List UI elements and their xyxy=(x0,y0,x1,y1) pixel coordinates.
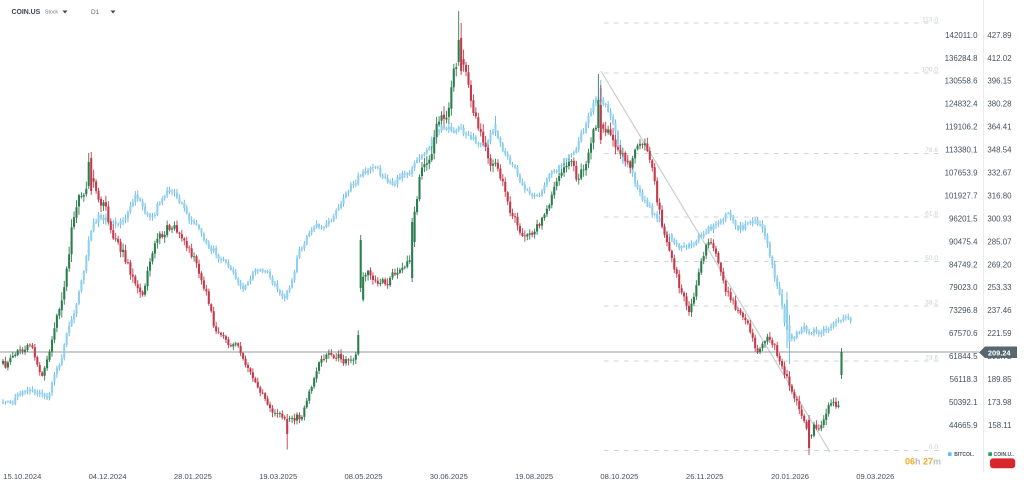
svg-text:316.80: 316.80 xyxy=(987,192,1012,201)
svg-text:78.6: 78.6 xyxy=(925,147,938,154)
svg-text:D1: D1 xyxy=(91,9,100,16)
svg-text:364.41: 364.41 xyxy=(987,123,1011,132)
svg-text:412.02: 412.02 xyxy=(987,54,1011,63)
svg-text:300.93: 300.93 xyxy=(987,214,1012,223)
svg-text:396.15: 396.15 xyxy=(987,77,1012,86)
svg-text:09.03.2026: 09.03.2026 xyxy=(856,472,894,481)
svg-text:189.85: 189.85 xyxy=(987,375,1012,384)
svg-text:119106.2: 119106.2 xyxy=(945,123,977,132)
svg-text:Stock: Stock xyxy=(45,10,58,16)
svg-text:84749.2: 84749.2 xyxy=(949,260,978,269)
svg-text:08.05.2025: 08.05.2025 xyxy=(344,472,382,481)
svg-text:269.20: 269.20 xyxy=(987,260,1012,269)
svg-text:73296.8: 73296.8 xyxy=(949,306,978,315)
svg-text:90475.4: 90475.4 xyxy=(949,237,978,246)
svg-text:15.10.2024: 15.10.2024 xyxy=(3,472,41,481)
svg-text:113.0: 113.0 xyxy=(922,17,938,24)
svg-text:380.28: 380.28 xyxy=(987,100,1012,109)
svg-text:30.06.2025: 30.06.2025 xyxy=(430,472,468,481)
svg-text:50392.1: 50392.1 xyxy=(949,398,978,407)
svg-text:BITCOI..: BITCOI.. xyxy=(954,452,974,458)
svg-text:107653.9: 107653.9 xyxy=(945,169,979,178)
svg-text:113380.1: 113380.1 xyxy=(945,146,977,155)
svg-text:101927.7: 101927.7 xyxy=(945,192,978,201)
svg-text:130558.6: 130558.6 xyxy=(945,77,979,86)
svg-text:209.24: 209.24 xyxy=(988,348,1011,357)
svg-text:173.98: 173.98 xyxy=(987,398,1012,407)
svg-text:38.2: 38.2 xyxy=(925,300,938,307)
svg-text:158.11: 158.11 xyxy=(988,421,1012,430)
svg-text:142011.0: 142011.0 xyxy=(945,31,978,40)
svg-text:67570.6: 67570.6 xyxy=(949,329,978,338)
svg-text:253.33: 253.33 xyxy=(987,283,1012,292)
svg-text:79023.0: 79023.0 xyxy=(949,283,978,292)
svg-text:124832.4: 124832.4 xyxy=(945,100,979,109)
svg-text:0.0: 0.0 xyxy=(929,444,938,451)
svg-text:61844.5: 61844.5 xyxy=(949,352,978,361)
svg-text:136284.8: 136284.8 xyxy=(945,54,979,63)
svg-text:44665.9: 44665.9 xyxy=(949,421,978,430)
svg-text:56118.3: 56118.3 xyxy=(950,375,979,384)
svg-text:08.10.2025: 08.10.2025 xyxy=(600,472,638,481)
svg-text:06h 27m: 06h 27m xyxy=(905,456,941,466)
svg-text:237.46: 237.46 xyxy=(987,306,1012,315)
svg-text:COIN.US: COIN.US xyxy=(12,9,41,16)
svg-text:332.67: 332.67 xyxy=(987,169,1011,178)
svg-text:100.0: 100.0 xyxy=(921,67,938,74)
svg-text:50.0: 50.0 xyxy=(925,255,938,262)
svg-text:427.89: 427.89 xyxy=(987,31,1012,40)
svg-text:04.12.2024: 04.12.2024 xyxy=(89,472,127,481)
svg-text:96201.5: 96201.5 xyxy=(949,214,978,223)
svg-text:23.6: 23.6 xyxy=(925,355,938,362)
svg-text:26.11.2025: 26.11.2025 xyxy=(686,472,723,481)
svg-text:19.03.2025: 19.03.2025 xyxy=(259,472,297,481)
svg-text:20.01.2026: 20.01.2026 xyxy=(771,472,809,481)
svg-text:348.54: 348.54 xyxy=(987,146,1012,155)
svg-text:61.8: 61.8 xyxy=(925,211,938,218)
svg-text:19.08.2025: 19.08.2025 xyxy=(515,472,553,481)
svg-text:COIN.U..: COIN.U.. xyxy=(994,452,1015,458)
svg-text:28.01.2025: 28.01.2025 xyxy=(174,472,212,481)
svg-text:221.59: 221.59 xyxy=(987,329,1012,338)
svg-text:285.07: 285.07 xyxy=(987,237,1011,246)
